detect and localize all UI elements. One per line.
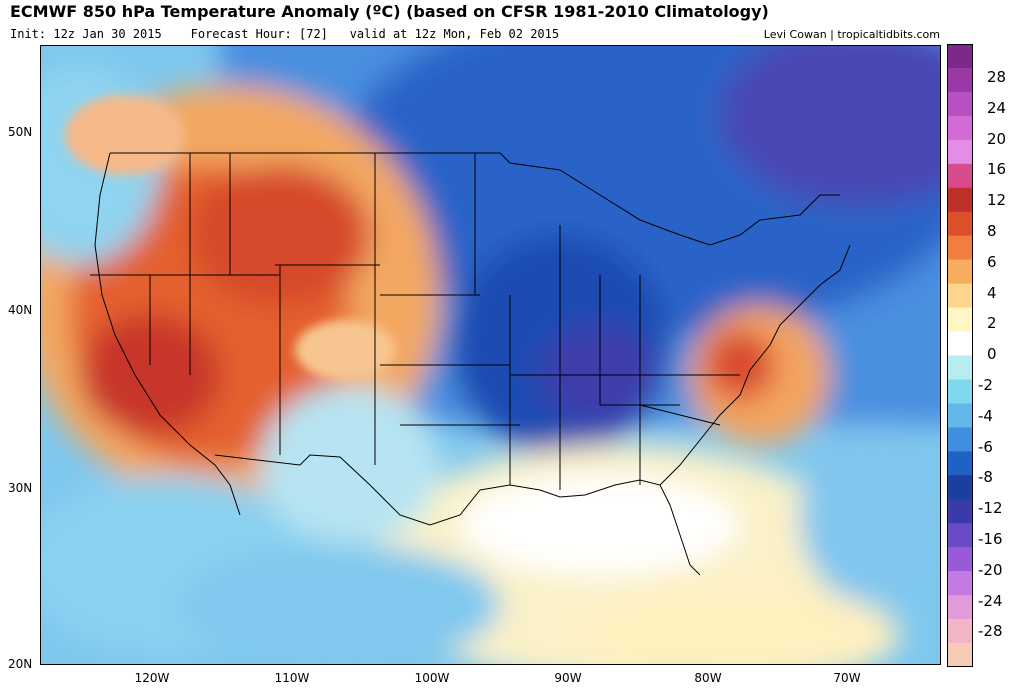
colorbar-label: 0	[987, 345, 997, 364]
color-swatch	[947, 499, 973, 524]
map-title: ECMWF 850 hPa Temperature Anomaly (ºC) (…	[10, 2, 769, 21]
lat-label-30n: 30N	[8, 481, 33, 495]
lon-label-70w: 70W	[833, 671, 861, 685]
colorbar-label: -6	[978, 437, 993, 456]
color-swatch	[947, 115, 973, 141]
color-swatch	[947, 571, 973, 596]
lat-label-40n: 40N	[8, 303, 33, 317]
colorbar-label: 6	[987, 252, 997, 271]
lon-label-80w: 80W	[694, 671, 722, 685]
colorbar-label: -24	[978, 591, 1003, 610]
colorbar-label: 28	[987, 68, 1007, 86]
colorbar-label: 2	[987, 314, 997, 333]
lon-label-100w: 100W	[414, 671, 450, 685]
lat-label-20n: 20N	[8, 657, 33, 671]
colorbar-label: -12	[978, 499, 1003, 518]
color-swatch	[947, 307, 973, 333]
color-swatch	[947, 163, 973, 189]
colorbar-label: -4	[978, 406, 993, 425]
color-swatch	[947, 619, 973, 644]
color-swatch	[947, 67, 973, 93]
color-swatch	[947, 547, 973, 572]
color-swatch	[947, 44, 973, 69]
color-swatch	[947, 451, 973, 476]
lon-label-120w: 120W	[134, 671, 170, 685]
color-swatch	[947, 283, 973, 309]
color-swatch	[947, 379, 973, 404]
valid-time: valid at 12z Mon, Feb 02 2015	[349, 27, 560, 41]
color-swatch	[947, 235, 973, 261]
color-swatch	[947, 91, 973, 117]
colorbar-label: -20	[978, 560, 1003, 579]
color-swatch	[947, 187, 973, 213]
color-swatch	[947, 403, 973, 428]
colorbar-label: -2	[978, 376, 993, 394]
color-swatch	[947, 211, 973, 237]
color-swatch	[947, 355, 973, 380]
lon-label-90w: 90W	[554, 671, 582, 685]
colorbar-border	[947, 44, 973, 667]
color-swatch	[947, 475, 973, 500]
init-time: Init: 12z Jan 30 2015	[10, 27, 162, 41]
color-swatch	[947, 643, 973, 667]
colorbar-label: 16	[987, 160, 1007, 179]
color-swatch	[947, 139, 973, 165]
colorbar-label: 20	[987, 129, 1007, 148]
lat-label-50n: 50N	[8, 125, 33, 139]
colorbar-label: -8	[978, 468, 993, 487]
colorbar-label: -28	[978, 622, 1003, 641]
lon-label-110w: 110W	[274, 671, 310, 685]
color-swatch	[947, 595, 973, 620]
color-swatch	[947, 427, 973, 452]
colorbar-label: -16	[978, 530, 1003, 548]
forecast-info: Init: 12z Jan 30 2015 Forecast Hour: [72…	[10, 27, 559, 41]
colorbar-label: 8	[987, 222, 997, 240]
anomaly-map	[40, 45, 941, 665]
color-swatch	[947, 259, 973, 285]
forecast-hour: Forecast Hour: [72]	[190, 27, 328, 41]
credit-text: Levi Cowan | tropicaltidbits.com	[763, 28, 940, 41]
color-swatch	[947, 523, 973, 548]
colorbar-label: 12	[987, 191, 1007, 210]
color-scale-bar	[947, 44, 973, 667]
color-swatch	[947, 331, 973, 356]
colorbar-label: 24	[987, 98, 1007, 117]
colorbar-label: 4	[987, 283, 997, 302]
